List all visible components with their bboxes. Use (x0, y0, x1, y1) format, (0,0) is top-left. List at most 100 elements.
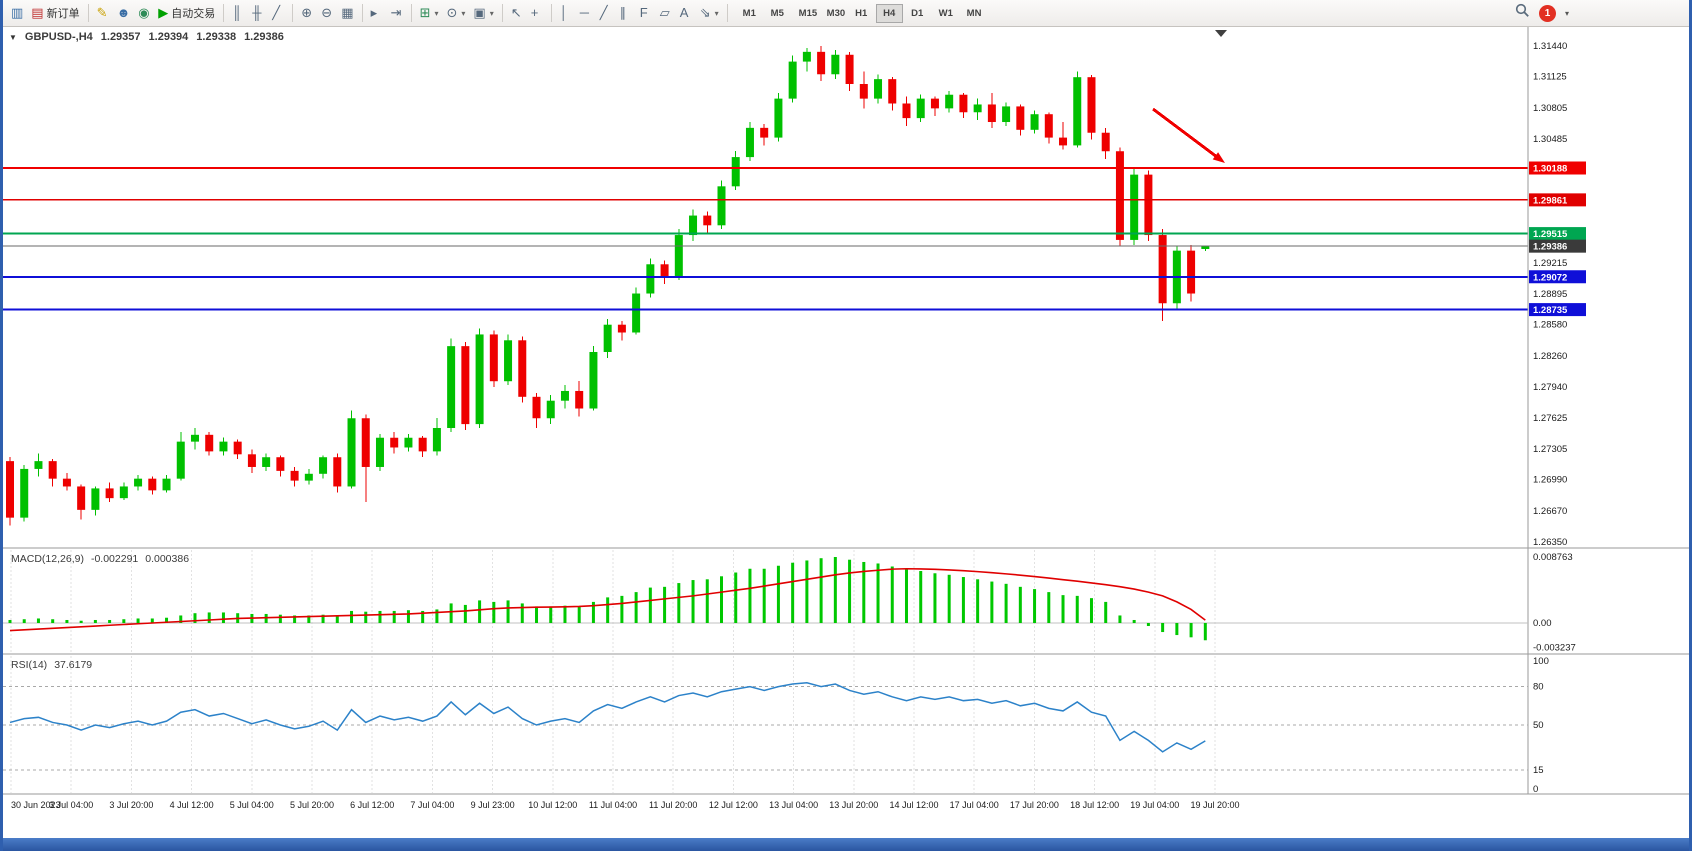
notification-caret-icon[interactable]: ▾ (1564, 8, 1569, 18)
price-tick-label: 1.28260 (1533, 351, 1567, 362)
macd-histogram-bar (563, 605, 567, 623)
macd-histogram-bar (819, 558, 823, 623)
time-axis-label: 5 Jul 04:00 (230, 800, 274, 810)
macd-histogram-bar (65, 619, 69, 623)
macd-histogram-bar (1018, 586, 1022, 623)
price-chart-canvas[interactable]: 1.30188 1.29861 1.29515 1.29072 1.28735 1.293… (3, 27, 1689, 851)
toolbar-separator (410, 4, 412, 22)
rsi-value: 37.6179 (54, 659, 93, 671)
macd-histogram-bar (833, 557, 837, 623)
candle-bear (575, 390, 584, 409)
candle-bull (404, 437, 413, 448)
auto-trading-button[interactable]: ▶ 自动交易 (154, 3, 219, 23)
market-button[interactable]: ◉ (134, 3, 154, 23)
candle-bull (34, 461, 43, 469)
candle-bull (190, 434, 199, 442)
trendline-button[interactable]: ╱ (596, 3, 616, 23)
candle-bear (205, 434, 214, 452)
timeframe-button-w1[interactable]: W1 (932, 4, 959, 23)
macd-histogram-bar (748, 568, 752, 623)
cursor-button[interactable]: ↖ (507, 3, 527, 23)
timeframe-button-m1[interactable]: M1 (736, 4, 763, 23)
timeframe-button-h1[interactable]: H1 (848, 4, 875, 23)
community-button[interactable]: ☻ (113, 3, 135, 23)
timeframe-button-h4[interactable]: H4 (875, 3, 903, 23)
trend-arrow-head[interactable] (1212, 152, 1225, 163)
window-frame-bottom (3, 838, 1689, 851)
macd-histogram-bar (1104, 601, 1108, 623)
zoom-out-button[interactable]: ⊖ (317, 3, 337, 23)
auto-trading-button-label: 自动交易 (171, 8, 216, 20)
macd-histogram-bar (478, 600, 482, 623)
new-order-button[interactable]: ▤ 新订单 (27, 3, 83, 23)
indicators-button[interactable]: ⊞ ▾ (416, 3, 443, 23)
macd-histogram-bar (947, 574, 951, 623)
candle-bear (461, 346, 470, 425)
current-price-tag-label: 1.29386 (1533, 242, 1567, 253)
chart-area: 1.30188 1.29861 1.29515 1.29072 1.28735 1.293… (3, 27, 1689, 851)
candle-bear (233, 441, 242, 455)
candle-bull (304, 473, 313, 481)
timeframe-button-m5[interactable]: M5 (764, 4, 791, 23)
tile-windows-button[interactable]: ▦ (337, 3, 357, 23)
timeframe-button-m15[interactable]: M15 (792, 4, 819, 23)
macd-name: MACD(12,26,9) (11, 553, 84, 565)
auto-scroll-button[interactable]: ▸ (367, 3, 387, 23)
chart-shift-button[interactable]: ⇥ (387, 3, 407, 23)
arrows-icon: ⇘ (699, 5, 711, 20)
candle-chart-button[interactable]: ╫ (248, 3, 268, 23)
timeframe-button-m30[interactable]: M30 (820, 4, 847, 23)
ohlc-low: 1.29338 (196, 31, 237, 43)
timeframe-button-mn[interactable]: MN (960, 4, 987, 23)
hline-button[interactable]: ─ (576, 3, 596, 23)
hline-tag-label: 1.29072 (1533, 272, 1567, 283)
auto-scroll-icon: ▸ (370, 5, 378, 20)
time-axis-label: 3 Jul 04:00 (49, 800, 93, 810)
chart-shift-marker-icon[interactable] (1215, 30, 1227, 37)
arrows-button[interactable]: ⇘ ▾ (696, 3, 723, 23)
macd-histogram-bar (805, 560, 809, 623)
hline-tag (1529, 193, 1586, 207)
new-chart-button[interactable]: ▥ (7, 3, 27, 23)
periods-button[interactable]: ⊙ ▾ (443, 3, 470, 23)
trend-arrow-annotation[interactable] (1152, 107, 1222, 162)
macd-histogram-bar (278, 614, 282, 623)
candle-bear (418, 437, 427, 452)
notification-badge[interactable]: 1 (1538, 4, 1556, 22)
rsi-axis-label: 15 (1533, 765, 1544, 776)
price-tick-label: 1.27305 (1533, 444, 1567, 455)
candle-bear (987, 104, 996, 123)
macd-axis-label: -0.003237 (1533, 642, 1576, 653)
macd-histogram-bar (1132, 619, 1136, 623)
collapse-triangle-icon[interactable]: ▼ (9, 32, 17, 42)
macd-histogram-bar (378, 610, 382, 623)
macd-histogram-bar (591, 601, 595, 623)
metaeditor-button[interactable]: ✎ (93, 3, 113, 23)
zoom-in-button[interactable]: ⊕ (297, 3, 317, 23)
macd-histogram-bar (1075, 595, 1079, 623)
new-order-icon: ▤ (31, 5, 44, 20)
fibonacci-button[interactable]: F (636, 3, 656, 23)
time-axis-label: 13 Jul 20:00 (829, 800, 878, 810)
dropdown-caret-icon: ▾ (434, 8, 439, 18)
timeframe-button-d1[interactable]: D1 (904, 4, 931, 23)
macd-histogram-bar (1047, 592, 1051, 623)
indicators-icon: ⊞ (419, 5, 431, 20)
price-tick-label: 1.26350 (1533, 537, 1567, 548)
search-icon[interactable] (1515, 3, 1530, 23)
crosshair-button[interactable]: + (527, 3, 547, 23)
shapes-button[interactable]: ▱ (656, 3, 676, 23)
templates-button[interactable]: ▣ ▾ (469, 3, 497, 23)
channel-button[interactable]: ∥ (616, 3, 636, 23)
macd-histogram-bar (463, 604, 467, 623)
line-chart-button[interactable]: ╱ (268, 3, 288, 23)
macd-histogram-bar (421, 610, 425, 623)
candle-bear (760, 127, 769, 138)
rsi-indicator-label: RSI(14) 37.6179 (11, 659, 92, 671)
text-button[interactable]: A (676, 3, 696, 23)
price-tick-label: 1.31125 (1533, 72, 1567, 83)
bar-chart-button[interactable]: ║ (228, 3, 248, 23)
candle-bull (1030, 114, 1039, 130)
vline-button[interactable]: │ (556, 3, 576, 23)
fibonacci-icon: F (639, 5, 648, 20)
